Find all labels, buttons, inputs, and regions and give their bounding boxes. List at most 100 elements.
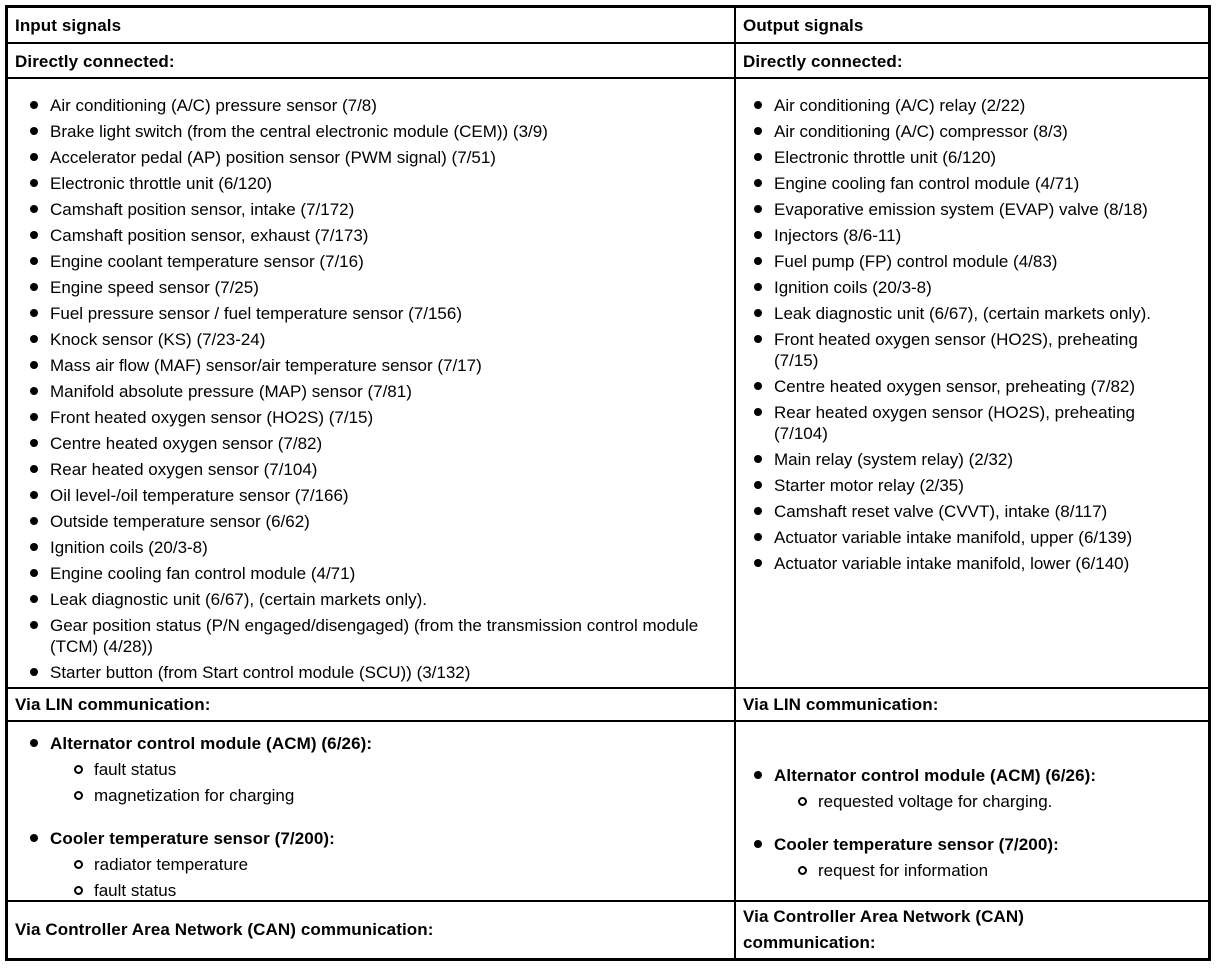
list-item-text: Air conditioning (A/C) compressor (8/3) [774,121,1068,141]
list-item: Main relay (system relay) (2/32) [736,446,1174,472]
input-directly-connected-list: Air conditioning (A/C) pressure sensor (… [8,79,736,689]
bullet-icon [30,204,38,213]
input-can-label-text: Via Controller Area Network (CAN) commun… [15,920,434,939]
list-item-text: Engine speed sensor (7/25) [50,277,259,297]
bullet-icon [754,282,762,291]
list-item-text: Fuel pressure sensor / fuel temperature … [50,303,462,323]
bullet-icon [30,490,38,499]
input-lin-label: Via LIN communication: [8,689,736,722]
list-item: Electronic throttle unit (6/120) [736,144,1174,170]
bullet-icon [754,204,762,213]
input-signals-header-text: Input signals [15,16,122,35]
list-item-text: Manifold absolute pressure (MAP) sensor … [50,381,412,401]
list-item-text: fault status [94,880,177,900]
list-item: Evaporative emission system (EVAP) valve… [736,196,1174,222]
list-item-text: Ignition coils (20/3-8) [50,537,208,557]
input-lin-label-text: Via LIN communication: [15,695,211,714]
bullet-icon [754,480,762,489]
list-item-text: Engine cooling fan control module (4/71) [774,173,1080,193]
circle-bullet-icon [74,764,83,774]
bullet-icon [30,126,38,135]
list-item: Front heated oxygen sensor (HO2S), prehe… [736,326,1174,373]
bullet-icon [30,738,38,747]
list-item-text: Mass air flow (MAF) sensor/air temperatu… [50,355,482,375]
lin-group-title: Alternator control module (ACM) (6/26): [8,730,724,756]
list-item-text: Engine cooling fan control module (4/71) [50,563,356,583]
bullet-icon [30,230,38,239]
list-item-text: Outside temperature sensor (6/62) [50,511,310,531]
list-item-text: Air conditioning (A/C) relay (2/22) [774,95,1026,115]
list-item: Leak diagnostic unit (6/67), (certain ma… [736,300,1174,326]
list-item: fault status [8,877,724,900]
list-item-text: Oil level-/oil temperature sensor (7/166… [50,485,349,505]
list-item-text: Rear heated oxygen sensor (7/104) [50,459,318,479]
list-item: Electronic throttle unit (6/120) [8,170,722,196]
list-item: Oil level-/oil temperature sensor (7/166… [8,482,722,508]
lin-group-title: Alternator control module (ACM) (6/26): [736,762,1198,788]
bullet-icon [30,178,38,187]
list-item-text: Actuator variable intake manifold, lower… [774,553,1130,573]
output-can-label-text: Via Controller Area Network (CAN) commun… [743,907,1025,952]
list-item: Front heated oxygen sensor (HO2S) (7/15) [8,404,722,430]
bullet-icon [30,152,38,161]
output-signals-header: Output signals [736,8,1208,44]
list-item: fault status [8,756,724,782]
input-lin-list: Alternator control module (ACM) (6/26): f… [8,722,736,902]
bullet-icon [30,100,38,109]
list-item-text: Camshaft position sensor, intake (7/172) [50,199,355,219]
list-item: Knock sensor (KS) (7/23-24) [8,326,722,352]
list-item-text: Fuel pump (FP) control module (4/83) [774,251,1058,271]
input-signals-header: Input signals [8,8,736,44]
bullet-icon [754,381,762,390]
lin-group-title: Cooler temperature sensor (7/200): [8,825,724,851]
list-item: Injectors (8/6-11) [736,222,1174,248]
bullet-icon [754,558,762,567]
list-item-text: Electronic throttle unit (6/120) [774,147,997,167]
list-item: Fuel pressure sensor / fuel temperature … [8,300,722,326]
bullet-icon [30,516,38,525]
output-lin-list: Alternator control module (ACM) (6/26): r… [736,722,1208,902]
list-item-text: Brake light switch (from the central ele… [50,121,548,141]
list-item: Actuator variable intake manifold, lower… [736,550,1174,576]
list-item: Centre heated oxygen sensor, preheating … [736,373,1174,399]
list-item: Fuel pump (FP) control module (4/83) [736,248,1174,274]
bullet-icon [30,542,38,551]
list-item: request for information [736,857,1198,883]
list-item: Starter button (from Start control modul… [8,659,722,685]
bullet-icon [30,568,38,577]
list-item-text: Front heated oxygen sensor (HO2S) (7/15) [50,407,374,427]
output-can-label: Via Controller Area Network (CAN) commun… [736,902,1208,958]
list-item-text: Accelerator pedal (AP) position sensor (… [50,147,496,167]
list-item: Rear heated oxygen sensor (7/104) [8,456,722,482]
bullet-icon [754,334,762,343]
output-lin-label: Via LIN communication: [736,689,1208,722]
bullet-icon [754,407,762,416]
bullet-icon [30,334,38,343]
bullet-icon [754,770,762,779]
output-directly-connected-text: Directly connected: [743,52,903,71]
circle-bullet-icon [74,790,83,800]
bullet-icon [754,230,762,239]
list-item: Air conditioning (A/C) pressure sensor (… [8,92,722,118]
list-item: Air conditioning (A/C) compressor (8/3) [736,118,1174,144]
bullet-icon [30,620,38,629]
list-item-text: Injectors (8/6-11) [774,225,902,245]
bullet-icon [30,667,38,676]
signals-table: Input signals Output signals Directly co… [5,5,1211,961]
list-item-text: Actuator variable intake manifold, upper… [774,527,1133,547]
output-directly-connected-label: Directly connected: [736,44,1208,79]
list-item-text: Cooler temperature sensor (7/200): [50,828,335,848]
list-item: Mass air flow (MAF) sensor/air temperatu… [8,352,722,378]
list-item-text: Ignition coils (20/3-8) [774,277,932,297]
input-can-label: Via Controller Area Network (CAN) commun… [8,902,736,958]
input-directly-connected-label: Directly connected: [8,44,736,79]
output-directly-connected-list: Air conditioning (A/C) relay (2/22) Air c… [736,79,1208,689]
circle-bullet-icon [798,796,807,806]
list-item-text: radiator temperature [94,854,249,874]
list-item-text: magnetization for charging [94,785,295,805]
list-item-text: Camshaft reset valve (CVVT), intake (8/1… [774,501,1108,521]
bullet-icon [754,506,762,515]
list-item: Engine speed sensor (7/25) [8,274,722,300]
bullet-icon [754,308,762,317]
list-item-text: Knock sensor (KS) (7/23-24) [50,329,266,349]
